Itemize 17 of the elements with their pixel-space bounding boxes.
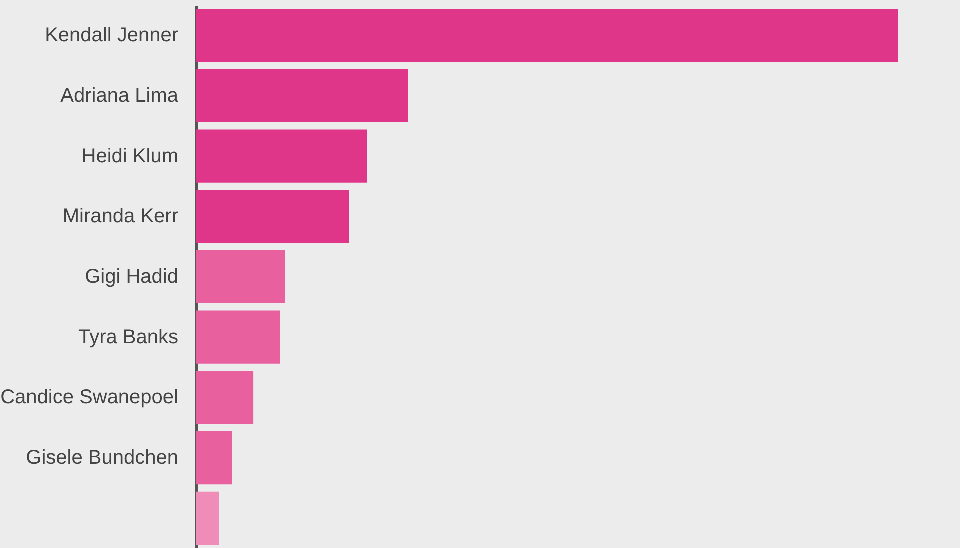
y-tick-label: Gisele Bundchen bbox=[26, 447, 178, 470]
bar bbox=[196, 371, 254, 424]
y-tick-label: Gigi Hadid bbox=[85, 266, 178, 288]
y-tick-label: Heidi Klum bbox=[82, 145, 178, 168]
bar bbox=[196, 9, 898, 62]
bar bbox=[196, 310, 280, 364]
y-tick-label: Adriana Lima bbox=[60, 84, 180, 107]
bar bbox=[196, 492, 220, 545]
y-tick-label: Kendall Jenner bbox=[45, 24, 179, 47]
bar bbox=[196, 250, 286, 304]
bar bbox=[196, 190, 350, 244]
y-tick-label: Candice Swanepoel bbox=[0, 386, 178, 409]
bar bbox=[196, 69, 408, 122]
bar bbox=[196, 130, 368, 183]
y-tick-label: Tyra Banks bbox=[78, 326, 178, 348]
bar bbox=[196, 432, 233, 485]
y-tick-label: Miranda Kerr bbox=[62, 206, 179, 228]
